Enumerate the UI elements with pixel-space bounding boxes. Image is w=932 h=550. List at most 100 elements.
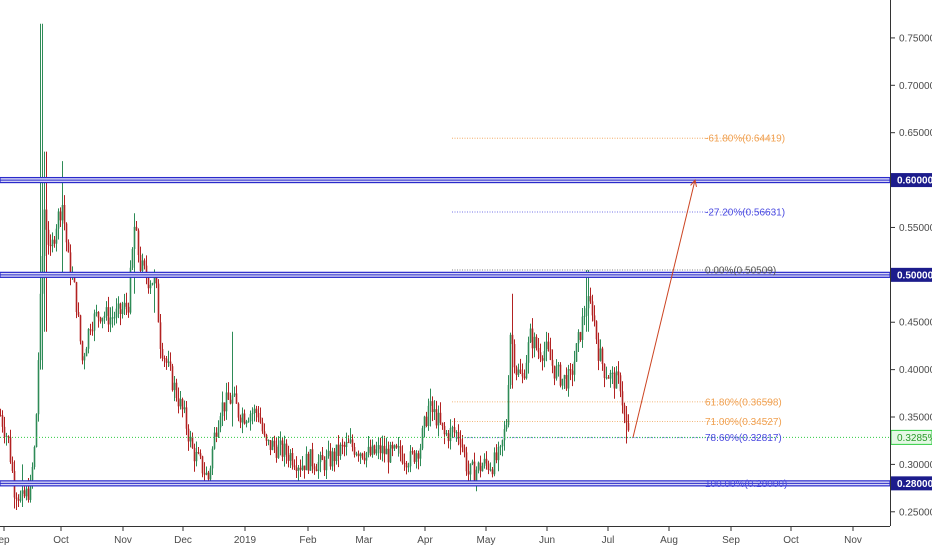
candle-body xyxy=(489,469,492,471)
candle-body xyxy=(339,444,342,456)
candle-body xyxy=(53,239,56,244)
candle-body xyxy=(289,453,292,461)
candle-body xyxy=(99,317,102,322)
candle-body xyxy=(199,453,202,457)
candle-body xyxy=(493,452,496,475)
candle-body xyxy=(107,307,110,325)
candle-body xyxy=(155,274,158,284)
candle-body xyxy=(395,445,398,448)
candle-body xyxy=(547,341,550,350)
candle-body xyxy=(63,204,66,224)
candle-body xyxy=(389,444,392,463)
candle-body xyxy=(121,309,124,315)
candle-body xyxy=(345,442,348,448)
x-tick-label: Oct xyxy=(783,535,799,546)
candle-body xyxy=(313,466,316,470)
candle-body xyxy=(347,442,350,444)
candle-body xyxy=(539,352,542,359)
candle-body xyxy=(37,360,40,415)
time-axis[interactable]: ep Oct Nov Dec 2019 Feb Mar Apr May Jun Jul Aug Sep O… xyxy=(0,526,862,546)
candle-body xyxy=(201,456,204,474)
candle-body xyxy=(233,393,236,396)
candle-body xyxy=(413,451,416,462)
candle-body xyxy=(439,412,442,423)
candle-body xyxy=(227,392,230,400)
candle-body xyxy=(267,440,270,442)
candle-body xyxy=(333,451,336,462)
y-tick-label: 0.35000 xyxy=(899,413,932,424)
candle-body xyxy=(619,375,622,392)
candle-body xyxy=(551,359,554,366)
candle-body xyxy=(571,370,574,375)
candle-body xyxy=(187,428,190,442)
candle-body xyxy=(11,462,14,472)
candle-body xyxy=(273,440,276,447)
candle-body xyxy=(579,332,582,340)
candle-body xyxy=(581,316,584,340)
price-axis[interactable]: 0.75000 0.70000 0.65000 0.55000 0.45000 0.400… xyxy=(890,33,932,518)
candle-body xyxy=(123,302,126,310)
y-tick-label: 0.40000 xyxy=(899,365,932,376)
candle-body xyxy=(165,358,168,363)
candle-body xyxy=(607,377,610,379)
candle-body xyxy=(417,453,420,459)
candle-body xyxy=(415,453,418,462)
candle-body xyxy=(593,315,596,322)
candle-body xyxy=(533,336,536,349)
x-tick-label: Mar xyxy=(355,535,373,546)
candle-body xyxy=(561,378,564,386)
candle-body xyxy=(125,302,128,307)
candle-body xyxy=(569,369,572,371)
fibonacci-labels: -61.80%(0.64419) -27.20%(0.56631) 0.00%(0.… xyxy=(705,134,787,490)
candle-body xyxy=(303,465,306,471)
candle-body xyxy=(349,439,352,443)
candle-body xyxy=(277,444,280,458)
candle-body xyxy=(559,364,562,386)
arrow-head xyxy=(690,178,697,188)
y-tick-label: 0.55000 xyxy=(899,223,932,234)
candle-body xyxy=(501,440,504,447)
candle-body xyxy=(473,461,476,481)
x-tick-label: Dec xyxy=(174,535,192,546)
candle-body xyxy=(191,436,194,448)
candle-body xyxy=(79,315,82,342)
candle-body xyxy=(207,472,210,480)
candle-body xyxy=(507,385,510,425)
candle-body xyxy=(613,372,616,389)
candle-body xyxy=(603,364,606,378)
candle-body xyxy=(265,434,268,441)
y-tick-label: 0.75000 xyxy=(899,33,932,44)
candle-body xyxy=(81,341,84,361)
candle-body xyxy=(575,343,578,362)
candle-body xyxy=(549,349,552,360)
x-tick-label: 2019 xyxy=(234,535,257,546)
candle-body xyxy=(601,348,604,365)
y-tick-label: 0.65000 xyxy=(899,128,932,139)
candle-body xyxy=(181,399,184,410)
candle-body xyxy=(451,427,454,429)
candle-body xyxy=(523,376,526,379)
candle-body xyxy=(399,446,402,454)
candle-body xyxy=(149,284,152,289)
candle-body xyxy=(477,462,480,470)
projection-arrow[interactable] xyxy=(632,178,697,438)
candle-body xyxy=(611,372,614,374)
candle-body xyxy=(279,440,282,445)
candle-body xyxy=(291,453,294,466)
candle-body xyxy=(259,417,262,423)
candle-body xyxy=(203,473,206,475)
candle-body xyxy=(225,392,228,412)
candle-body xyxy=(147,277,150,289)
candle-body xyxy=(423,416,426,429)
candle-body xyxy=(591,301,594,316)
candle-body xyxy=(115,308,118,318)
candle-body xyxy=(0,415,2,417)
candle-body xyxy=(249,414,252,422)
candle-body xyxy=(67,242,70,253)
candle-body xyxy=(167,361,170,363)
candle-body xyxy=(269,440,272,450)
candle-body xyxy=(455,432,458,434)
candle-body xyxy=(315,469,318,471)
candle-body xyxy=(57,211,60,229)
